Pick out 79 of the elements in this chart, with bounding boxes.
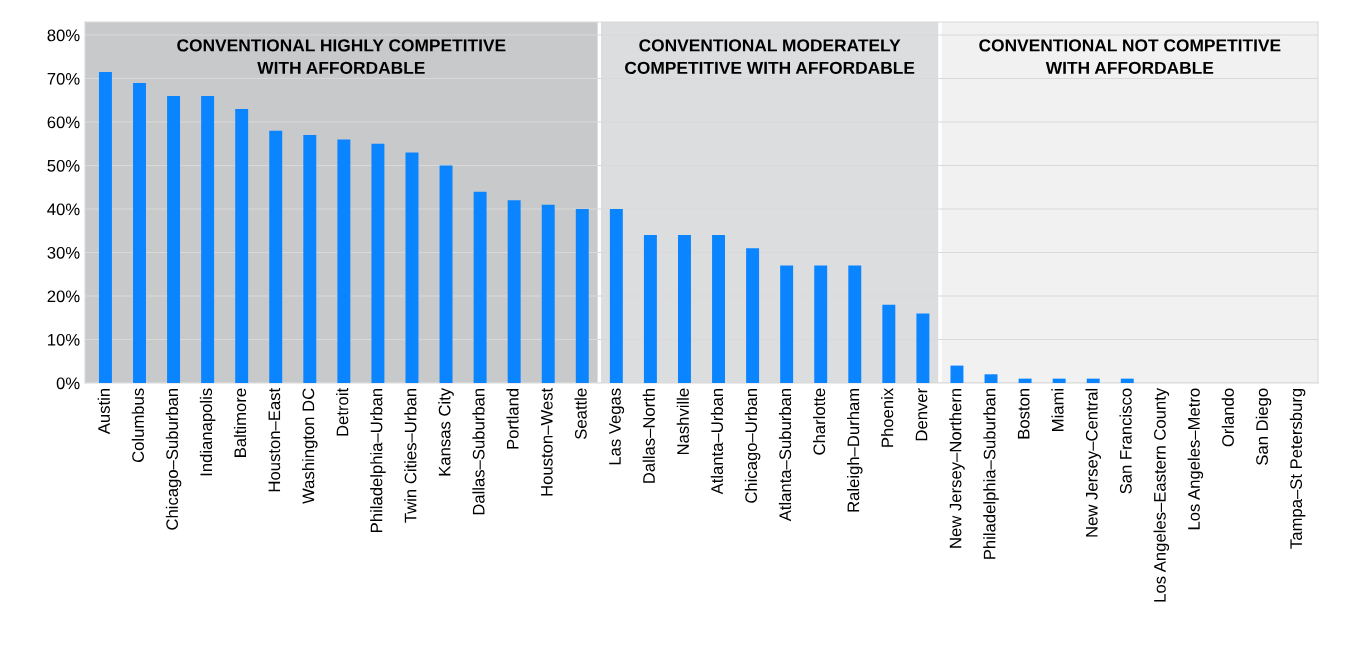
x-tick-label: San Francisco [1119,388,1132,494]
x-tick-label: Houston–West [541,387,553,496]
bar [405,152,419,383]
bar [371,143,385,383]
x-tick-label: Indianapolis [199,388,216,476]
y-tick-label: 40% [47,203,80,216]
y-tick-label: 70% [47,72,80,85]
y-tick-label: 50% [47,159,80,172]
bar [712,235,725,383]
x-tick-label: Atlanta–Suburban [778,388,792,522]
bar [814,265,828,383]
y-tick-label: 0% [56,377,80,390]
bar [1086,378,1100,383]
x-tick-label: Austin [97,388,110,435]
x-tick-label: Los Angeles–Metro [1187,388,1204,530]
x-tick-label: Washington DC [302,388,318,504]
bar [541,204,555,383]
bar [780,265,794,383]
x-tick-label: Nashville [676,388,689,455]
bar [950,365,964,383]
x-tick-label: Philadelphia–Suburban [983,388,999,559]
bar [133,82,146,383]
x-tick-label: Denver [915,388,928,441]
band-label: CONVENTIONAL HIGHLY COMPETITIVE WITH AFFORDABLE [177,39,506,74]
x-tick-label: Phoenix [881,388,894,447]
x-tick-label: Chicago–Urban [744,388,761,503]
bar [1018,378,1032,383]
x-tick-label: New Jersey–Central [1085,388,1101,537]
bar [678,235,691,383]
bar [201,95,215,383]
x-tick-label: Dallas–North [642,388,655,483]
x-tick-label: Kansas City [438,387,454,476]
bar [337,139,351,383]
bar [98,72,112,383]
bar [643,235,657,383]
bar [507,200,521,383]
bar [848,265,862,383]
bar [575,209,589,383]
bar [303,135,317,383]
x-tick-label: Raleigh–Durham [847,388,863,512]
x-tick-label: Boston [1017,388,1030,439]
y-tick-label: 60% [47,116,80,129]
bar [609,209,623,383]
x-tick-label: Portland [506,388,519,449]
bar [473,191,487,383]
x-tick-label: San Diego [1255,388,1272,465]
x-tick-label: Houston–East [268,387,281,492]
band-label: CONVENTIONAL NOT COMPETITIVE WITH AFFORDABLE [979,39,1281,74]
x-tick-label: Philadelphia–Urban [370,388,386,532]
bar [439,165,453,383]
x-tick-label: Charlotte [812,388,826,455]
bar [746,248,760,383]
bar [167,95,181,383]
bar [984,374,998,383]
x-tick-label: Atlanta–Urban [710,388,723,495]
x-tick-label: Miami [1051,388,1064,431]
y-tick-label: 30% [47,246,80,259]
band-label: CONVENTIONAL MODERATELY COMPETITIVE WITH AFFORDABLE [625,39,915,74]
x-tick-label: Columbus [131,388,144,463]
y-tick-label: 80% [47,29,80,42]
x-tick-label: Chicago–Suburban [165,388,182,530]
x-tick-label: Detroit [336,387,349,436]
x-tick-label: Las Vegas [609,388,625,465]
x-tick-label: Tampa–St Petersburg [1289,388,1306,549]
x-tick-label: Orlando [1221,388,1234,447]
x-tick-label: Baltimore [233,388,247,457]
bar [1052,378,1066,383]
bar [1120,378,1134,383]
y-tick-label: 10% [48,333,80,346]
bar [269,130,283,383]
x-tick-label: Los Angeles–Eastern County [1153,387,1170,602]
x-tick-label: Dallas–Suburban [472,388,485,515]
bar [235,108,249,383]
bar [916,313,930,383]
x-tick-label: Twin Cities–Urban [404,388,417,523]
bar [882,304,896,383]
x-tick-label: Seattle [574,388,587,439]
x-tick-label: New Jersey–Northern [949,388,965,548]
y-tick-label: 20% [47,290,80,303]
